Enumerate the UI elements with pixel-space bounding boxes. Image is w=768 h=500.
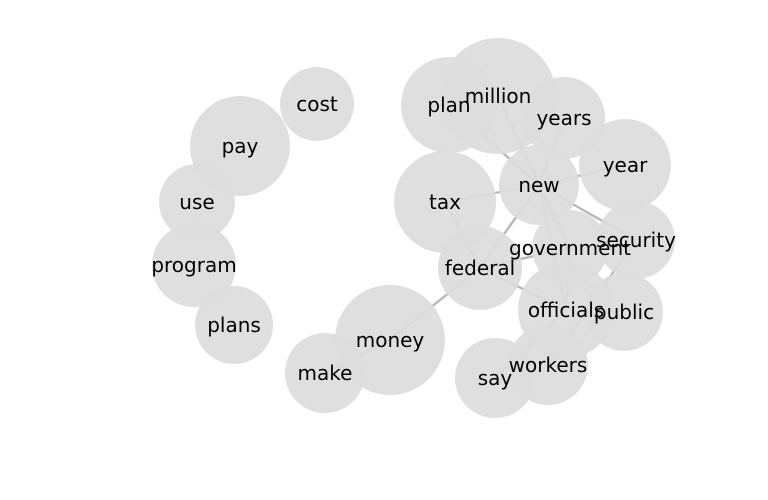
node-label-public: public bbox=[594, 300, 654, 324]
node-year bbox=[579, 119, 671, 211]
node-use bbox=[159, 164, 235, 240]
node-label-use: use bbox=[179, 190, 214, 214]
node-label-government: government bbox=[509, 236, 631, 260]
node-say bbox=[455, 338, 535, 418]
node-years bbox=[523, 77, 605, 159]
node-label-program: program bbox=[151, 253, 236, 277]
node-label-say: say bbox=[478, 366, 513, 390]
node-label-federal: federal bbox=[445, 256, 515, 280]
node-cost bbox=[280, 67, 354, 141]
node-label-money: money bbox=[356, 328, 425, 352]
node-label-cost: cost bbox=[296, 92, 338, 116]
node-plans bbox=[195, 286, 273, 364]
node-security bbox=[597, 201, 675, 279]
node-label-tax: tax bbox=[429, 190, 461, 214]
node-make bbox=[285, 333, 365, 413]
node-label-security: security bbox=[596, 228, 676, 252]
node-label-million: million bbox=[465, 84, 532, 108]
node-label-workers: workers bbox=[509, 353, 588, 377]
node-label-pay: pay bbox=[222, 134, 259, 158]
node-label-years: years bbox=[536, 106, 591, 130]
node-program bbox=[152, 223, 236, 307]
node-new bbox=[499, 145, 579, 225]
node-label-make: make bbox=[298, 361, 353, 385]
node-label-plans: plans bbox=[207, 313, 261, 337]
node-layer bbox=[152, 38, 675, 418]
node-label-year: year bbox=[603, 153, 648, 177]
node-federal bbox=[438, 226, 522, 310]
node-label-officials: officials bbox=[528, 298, 604, 322]
node-label-plan: plan bbox=[427, 93, 470, 117]
node-label-new: new bbox=[518, 173, 559, 197]
node-plan bbox=[401, 57, 497, 153]
